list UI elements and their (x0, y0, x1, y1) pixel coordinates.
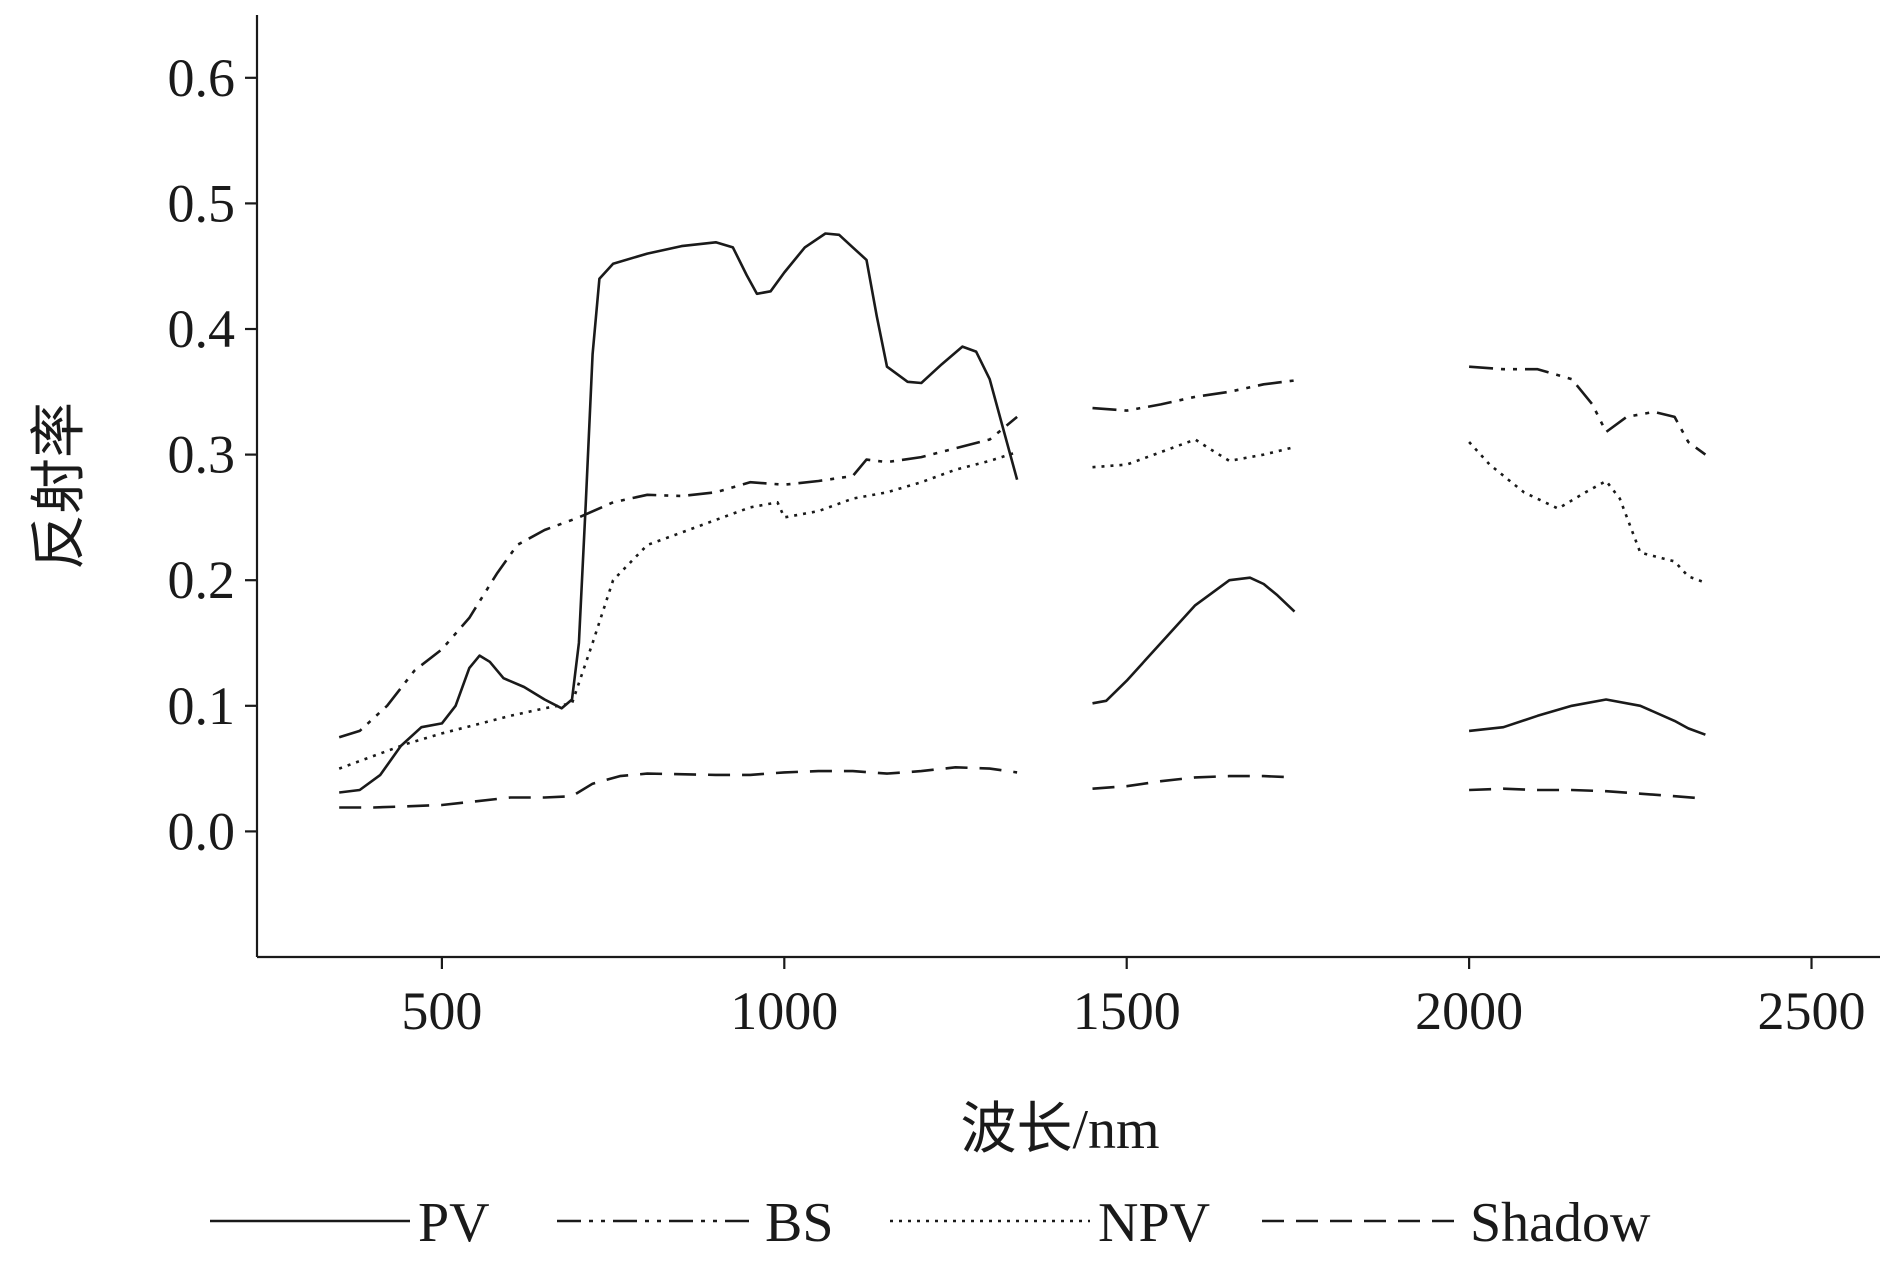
x-tick-label: 1500 (1073, 981, 1181, 1041)
series-line-npv (338, 450, 1018, 770)
y-axis-ticks: 0.0 0.1 0.2 0.3 0.4 0.5 0.6 (168, 48, 257, 861)
x-tick-label: 2000 (1415, 981, 1523, 1041)
series-line-shadow (339, 766, 1018, 809)
series-line-pv (1468, 698, 1706, 736)
y-tick-label: 0.4 (168, 299, 236, 359)
x-tick-label: 1000 (730, 981, 838, 1041)
x-axis-title: 波长/nm (960, 1099, 1159, 1161)
series-pv (339, 232, 1706, 794)
series-line-pv (1092, 576, 1296, 705)
legend-label-pv: PV (418, 1192, 490, 1254)
legend: PV BS NPV Shadow (210, 1192, 1651, 1254)
legend-label-shadow: Shadow (1470, 1192, 1651, 1254)
y-tick-label: 0.2 (168, 550, 236, 610)
series-bs (338, 365, 1707, 739)
series-line-bs (338, 415, 1018, 739)
series-line-pv (339, 232, 1019, 794)
series-line-bs (1092, 379, 1295, 412)
series-shadow (339, 766, 1706, 809)
y-tick-label: 0.6 (168, 48, 236, 108)
axes (255, 15, 1880, 959)
y-tick-label: 0.1 (168, 676, 236, 736)
series-npv (338, 438, 1706, 770)
x-tick-label: 500 (401, 981, 482, 1041)
series-line-npv (1092, 438, 1295, 469)
x-tick-label: 2500 (1758, 981, 1866, 1041)
series-line-shadow (1469, 787, 1706, 800)
series-layer (338, 232, 1707, 809)
legend-label-npv: NPV (1098, 1192, 1210, 1254)
series-line-shadow (1092, 774, 1295, 790)
series-line-bs (1469, 365, 1707, 456)
series-line-npv (1468, 441, 1706, 584)
y-tick-label: 0.3 (168, 425, 236, 485)
x-axis-ticks: 500 1000 1500 2000 2500 (401, 957, 1866, 1041)
y-tick-label: 0.0 (168, 801, 236, 861)
y-tick-label: 0.5 (168, 173, 236, 233)
legend-label-bs: BS (765, 1192, 834, 1254)
y-axis-title: 反射率 (29, 402, 91, 570)
